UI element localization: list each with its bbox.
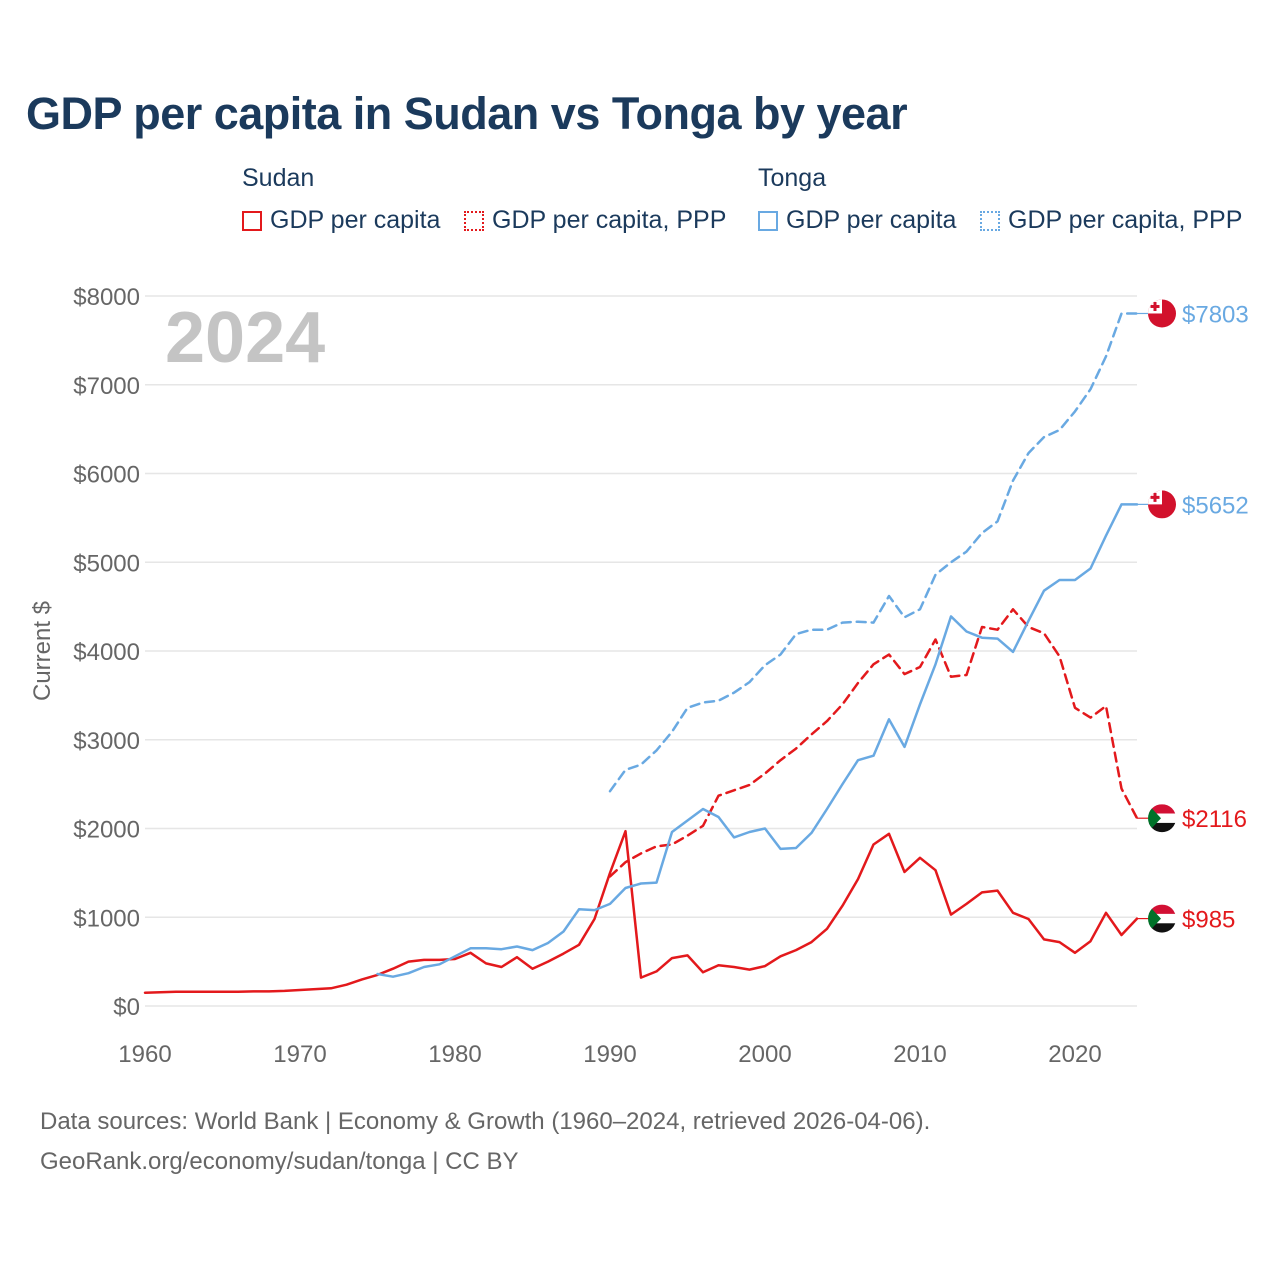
x-tick-label: 1980 <box>428 1041 481 1068</box>
x-tick-label: 1970 <box>273 1041 326 1068</box>
y-tick-label: $7000 <box>73 373 140 400</box>
series-line-0 <box>143 829 1139 994</box>
y-tick-label: $1000 <box>73 905 140 932</box>
legend-item-sudan-gdp[interactable]: GDP per capita <box>242 206 440 235</box>
end-value-label: $5652 <box>1182 492 1249 519</box>
series-line-3 <box>608 312 1139 793</box>
tonga-flag-icon <box>1148 490 1176 519</box>
legend-swatch-dotted-blue <box>980 210 1000 231</box>
sudan-flag-icon <box>1148 804 1176 833</box>
legend-item-tonga-ppp[interactable]: GDP per capita, PPP <box>980 206 1242 235</box>
y-tick-label: $5000 <box>73 550 140 577</box>
y-tick-label: $3000 <box>73 728 140 755</box>
footer-sources: Data sources: World Bank | Economy & Gro… <box>40 1108 931 1135</box>
legend-group-tonga: Tonga <box>758 164 827 192</box>
x-tick-label: 2000 <box>738 1041 791 1068</box>
legend-swatch-solid-red <box>242 210 262 231</box>
x-tick-label: 1990 <box>583 1041 636 1068</box>
y-tick-label: $4000 <box>73 639 140 666</box>
series-line-2 <box>376 503 1139 978</box>
legend-label: GDP per capita, PPP <box>1008 206 1243 234</box>
legend-group-sudan: Sudan <box>242 164 315 192</box>
tonga-flag-icon <box>1148 299 1176 328</box>
legend-swatch-dotted-red <box>464 210 484 231</box>
legend-swatch-solid-blue <box>758 210 778 231</box>
series-line-1 <box>608 608 1139 878</box>
footer-attribution: GeoRank.org/economy/sudan/tonga | CC BY <box>40 1148 519 1175</box>
sudan-flag-icon <box>1148 904 1176 933</box>
y-tick-label: $8000 <box>73 284 140 311</box>
legend-item-sudan-ppp[interactable]: GDP per capita, PPP <box>464 206 726 235</box>
legend-label: GDP per capita <box>786 206 957 234</box>
end-value-label: $2116 <box>1182 806 1247 833</box>
y-tick-label: $2000 <box>73 817 140 844</box>
chart-title: GDP per capita in Sudan vs Tonga by year <box>26 88 908 139</box>
y-axis-label: Current $ <box>29 601 56 701</box>
x-tick-label: 2020 <box>1048 1041 1101 1068</box>
legend-item-tonga-gdp[interactable]: GDP per capita <box>758 206 956 235</box>
y-tick-label: $6000 <box>73 462 140 489</box>
y-tick-label: $0 <box>113 994 140 1021</box>
year-watermark: 2024 <box>165 298 325 378</box>
end-value-label: $7803 <box>1182 301 1249 328</box>
x-tick-label: 1960 <box>118 1041 171 1068</box>
legend-label: GDP per capita, PPP <box>492 206 727 234</box>
x-tick-label: 2010 <box>893 1041 946 1068</box>
legend-label: GDP per capita <box>270 206 441 234</box>
end-value-label: $985 <box>1182 907 1235 934</box>
